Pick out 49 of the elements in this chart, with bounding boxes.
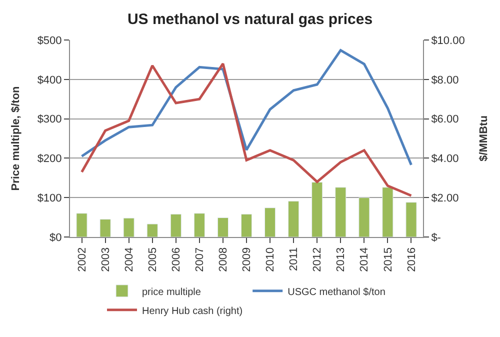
x-tick-label: 2016: [406, 247, 418, 272]
x-tick-label: 2012: [312, 247, 324, 272]
bar: [170, 214, 182, 237]
y-tick-label: $0: [50, 232, 62, 244]
bar: [312, 182, 323, 237]
y2-tick-label: $8.00: [431, 74, 459, 86]
bar: [335, 187, 346, 237]
x-tick-label: 2015: [382, 247, 394, 272]
x-tick-label: 2002: [76, 247, 88, 272]
y-tick-label: $300: [37, 114, 62, 126]
bar: [264, 208, 276, 237]
y-tick-label: $400: [37, 74, 62, 86]
y-tick-label: $100: [37, 192, 62, 204]
y2-tick-label: $10.00: [431, 34, 465, 47]
x-tick-label: 2008: [218, 247, 230, 272]
bar: [217, 217, 229, 237]
chart-title: US methanol vs natural gas prices: [127, 10, 373, 28]
x-tick-label: 2007: [194, 247, 206, 272]
y2-tick-label: $4.00: [431, 153, 459, 166]
legend-label: USGC methanol $/ton: [288, 286, 386, 298]
bar: [288, 200, 300, 237]
y-tick-label: $200: [37, 153, 62, 166]
y2-tick-label: $-: [431, 232, 442, 244]
y2-tick-label: $2.00: [431, 192, 459, 204]
x-tick-label: 2004: [123, 247, 136, 272]
x-tick-label: 2005: [146, 247, 159, 272]
x-tick-label: 2010: [264, 247, 277, 272]
x-tick-label: 2003: [100, 247, 112, 272]
bar: [240, 214, 252, 237]
legend-label: price multiple: [142, 286, 202, 298]
bar: [123, 218, 134, 237]
legend-label: Henry Hub cash (right): [142, 306, 243, 317]
line-series: [80, 62, 412, 197]
bar: [382, 187, 394, 237]
x-tick-label: 2014: [358, 247, 371, 272]
bar: [76, 213, 88, 237]
y2-tick-label: $6.00: [431, 114, 459, 126]
y2-axis-title: $/MMBtu: [478, 116, 490, 162]
bar: [194, 213, 205, 237]
x-tick-label: 2013: [335, 247, 348, 272]
bar: [146, 224, 158, 237]
bar: [100, 219, 111, 237]
y-axis-title: Price multiple, $/ton: [10, 86, 22, 191]
y-tick-label: $500: [37, 34, 62, 47]
x-tick-label: 2006: [170, 247, 182, 272]
x-tick-label: 2011: [288, 247, 300, 272]
bar: [406, 202, 417, 237]
bar: [358, 197, 370, 237]
x-tick-label: 2009: [241, 247, 254, 272]
